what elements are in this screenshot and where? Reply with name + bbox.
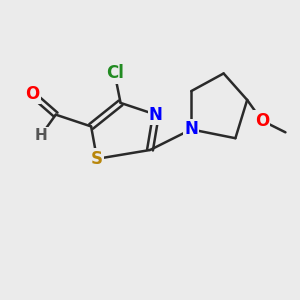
Text: S: S — [91, 150, 103, 168]
Text: O: O — [255, 112, 269, 130]
Text: N: N — [184, 120, 198, 138]
Text: N: N — [149, 106, 163, 124]
Text: O: O — [25, 85, 39, 103]
Text: Cl: Cl — [106, 64, 124, 82]
Text: H: H — [35, 128, 47, 143]
